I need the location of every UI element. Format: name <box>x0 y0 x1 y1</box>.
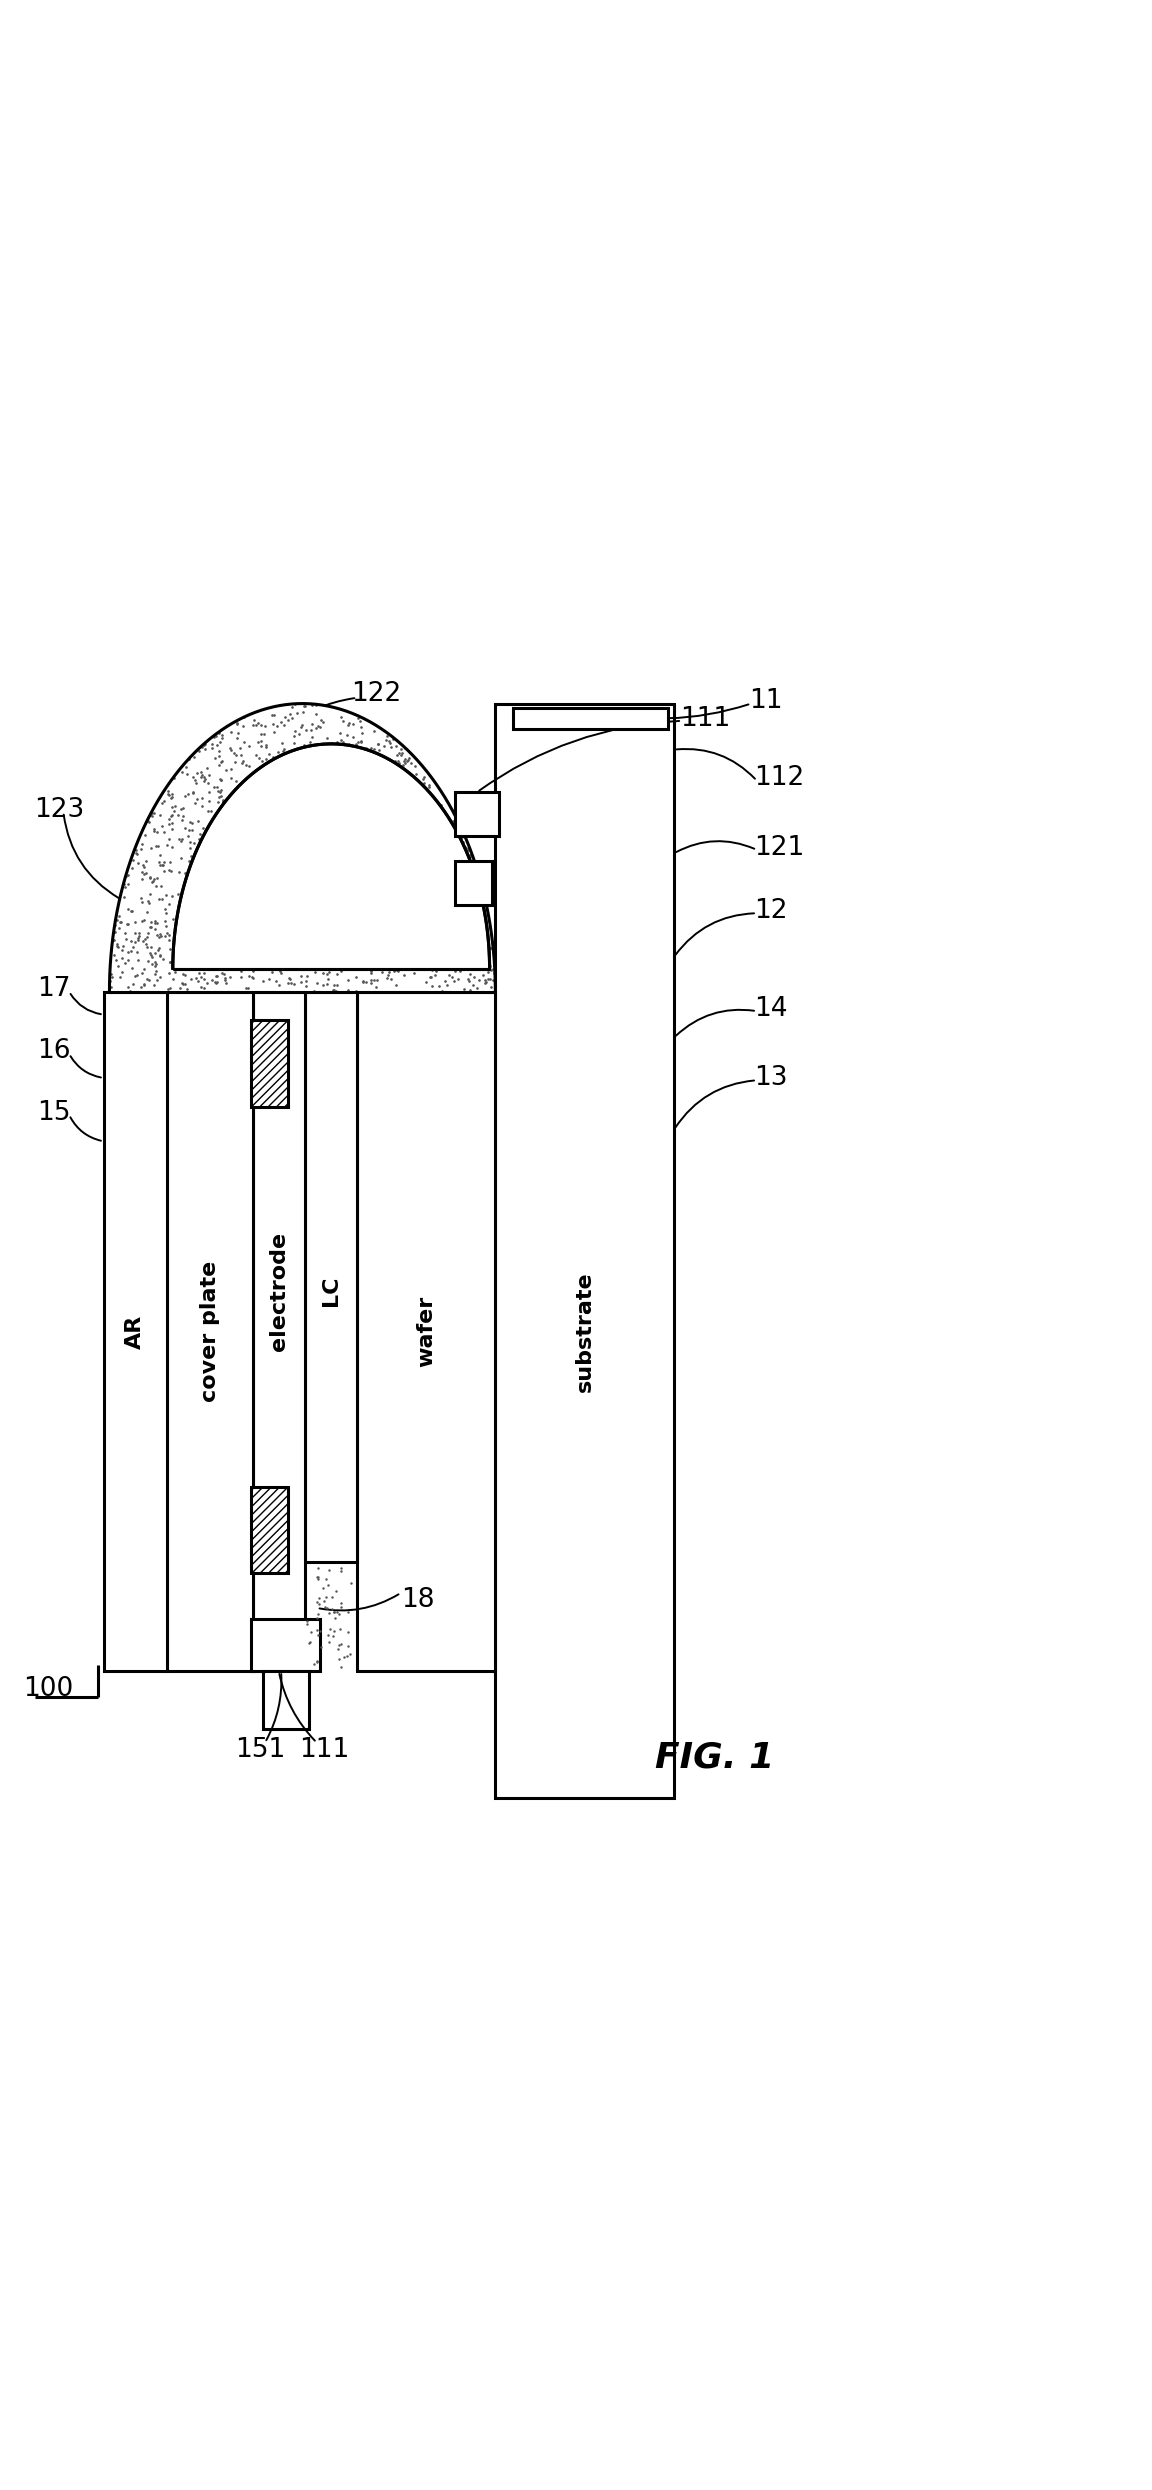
Text: 122: 122 <box>351 682 402 707</box>
Bar <box>253 991 305 1671</box>
Text: wafer: wafer <box>416 1295 437 1367</box>
Bar <box>263 1671 309 1728</box>
Bar <box>251 1021 288 1106</box>
Polygon shape <box>173 745 490 969</box>
Bar <box>357 991 495 1671</box>
Text: 112: 112 <box>755 764 805 792</box>
Text: FIG. 1: FIG. 1 <box>654 1741 774 1775</box>
Text: electrode: electrode <box>270 1233 289 1350</box>
Bar <box>495 705 674 1798</box>
Text: AR: AR <box>126 1315 145 1350</box>
Bar <box>305 991 357 1561</box>
Bar <box>251 1487 288 1574</box>
Bar <box>251 1618 320 1671</box>
Text: 12: 12 <box>755 899 788 924</box>
Text: 18: 18 <box>401 1586 434 1614</box>
Text: 13: 13 <box>755 1066 788 1091</box>
Text: substrate: substrate <box>575 1270 594 1392</box>
Text: 121: 121 <box>755 834 805 862</box>
Text: 17: 17 <box>37 976 70 1003</box>
Text: 14: 14 <box>755 996 788 1021</box>
Text: cover plate: cover plate <box>200 1260 220 1402</box>
Text: 16: 16 <box>37 1038 70 1063</box>
Text: 111: 111 <box>680 705 730 732</box>
Bar <box>104 991 167 1671</box>
Bar <box>455 792 499 837</box>
Text: 111: 111 <box>300 1736 350 1763</box>
Text: 15: 15 <box>37 1101 70 1125</box>
Text: 11: 11 <box>749 687 782 715</box>
Bar <box>167 991 253 1671</box>
Text: 123: 123 <box>35 797 85 822</box>
Text: 100: 100 <box>23 1676 74 1701</box>
Text: 151: 151 <box>235 1736 286 1763</box>
Bar <box>513 707 668 730</box>
Polygon shape <box>109 705 495 991</box>
Text: LC: LC <box>321 1275 341 1307</box>
Bar <box>455 862 492 906</box>
